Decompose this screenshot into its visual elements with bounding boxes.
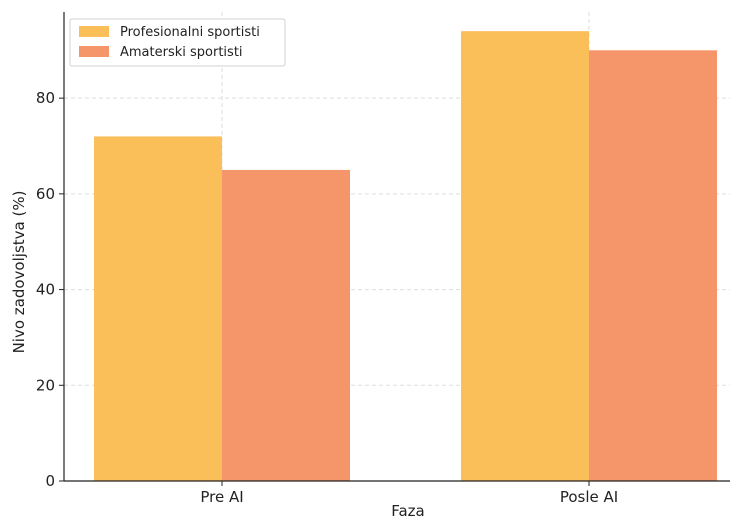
legend-box — [69, 18, 286, 67]
tick-labels: 0 20 40 60 80 Pre AI Posle AI — [36, 89, 618, 506]
x-tick-label: Pre AI — [200, 488, 243, 506]
legend-label-amaterski: Amaterski sportisti — [120, 45, 243, 60]
y-tick-label: 60 — [36, 185, 55, 203]
y-tick-label: 40 — [36, 281, 55, 299]
y-tick-label: 0 — [45, 472, 55, 490]
y-axis-label: Nivo zadovoljstva (%) — [10, 191, 28, 354]
y-tick-label: 20 — [36, 376, 55, 394]
y-tick-label: 80 — [36, 89, 55, 107]
axes — [59, 12, 730, 486]
bar-amaterski-pre-ai — [222, 169, 350, 481]
bar-profesionalni-pre-ai — [94, 136, 222, 481]
x-tick-label: Posle AI — [560, 488, 618, 506]
legend-swatch-amaterski — [79, 46, 109, 57]
legend-swatch-profesionalni — [79, 26, 109, 37]
bars — [94, 31, 717, 482]
legend-label-profesionalni: Profesionalni sportisti — [120, 25, 260, 40]
bar-profesionalni-posle-ai — [461, 31, 589, 482]
x-axis-label: Faza — [391, 502, 425, 520]
bar-amaterski-posle-ai — [589, 50, 717, 482]
legend: Profesionalni sportisti Amaterski sporti… — [69, 18, 286, 67]
